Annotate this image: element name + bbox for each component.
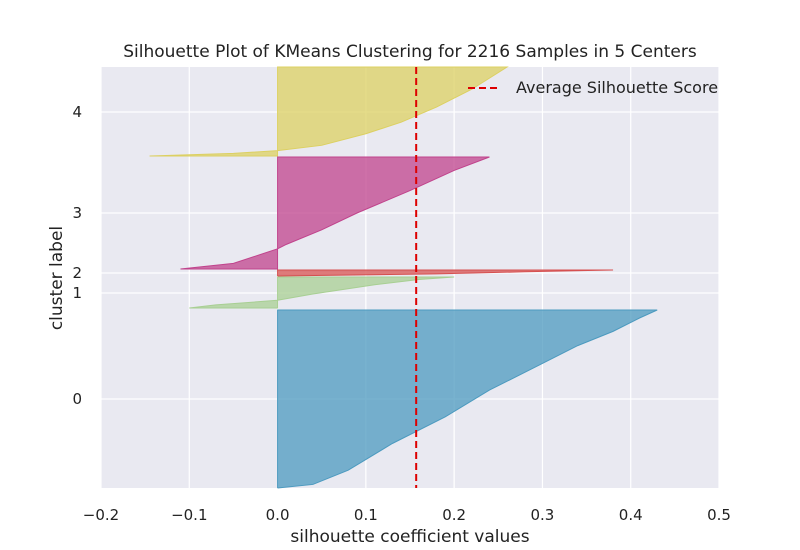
y-tick-label: 4 [72, 103, 82, 121]
y-tick-label: 1 [72, 284, 82, 302]
x-tick-label: 0.5 [707, 506, 731, 524]
silhouette-cluster-0 [277, 309, 658, 489]
x-axis-label: silhouette coefficient values [290, 527, 529, 547]
silhouette-cluster-2 [277, 269, 614, 277]
x-tick-label: 0.1 [354, 506, 378, 524]
legend-label: Average Silhouette Score [516, 78, 718, 97]
y-tick-label: 3 [72, 204, 82, 222]
x-tick-label: −0.2 [83, 506, 119, 524]
silhouette-cluster-1 [189, 276, 455, 309]
y-axis-label: cluster label [47, 226, 67, 330]
x-tick-label: 0.0 [266, 506, 290, 524]
silhouette-series [149, 66, 658, 489]
x-tick-label: −0.1 [171, 506, 207, 524]
y-tick-label: 0 [72, 390, 82, 408]
silhouette-cluster-4 [149, 66, 509, 157]
y-tick-label: 2 [72, 264, 82, 282]
tick-labels: −0.2 −0.1 0.0 0.1 0.2 0.3 0.4 0.5 0 1 2 3 4 [72, 103, 730, 524]
x-tick-label: 0.2 [442, 506, 466, 524]
x-tick-label: 0.4 [619, 506, 643, 524]
silhouette-cluster-3 [180, 156, 490, 270]
chart-title: Silhouette Plot of KMeans Clustering for… [123, 42, 697, 62]
legend: Average Silhouette Score [468, 78, 718, 97]
x-tick-label: 0.3 [530, 506, 554, 524]
